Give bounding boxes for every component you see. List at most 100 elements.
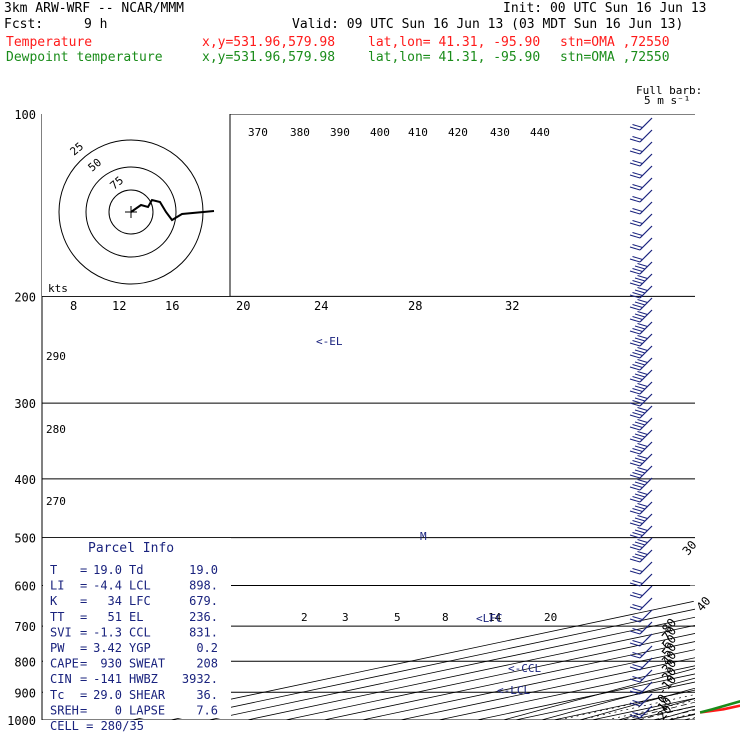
wind-barb-flag xyxy=(629,498,641,503)
moist-adiabat-label: 28 xyxy=(408,299,422,313)
wind-barb xyxy=(639,237,653,251)
wind-barb-flag xyxy=(634,301,646,306)
wind-barb xyxy=(639,369,653,383)
temp-axis-label: 30 xyxy=(680,538,700,558)
wind-barb-flag xyxy=(637,359,648,363)
wind-barb-flag xyxy=(629,642,641,647)
wind-barb xyxy=(639,657,653,671)
wind-barb-flag xyxy=(632,376,643,380)
wind-barb xyxy=(639,525,653,539)
parcel-value: 0.2 xyxy=(196,641,218,655)
parcel-key: LI xyxy=(50,579,64,593)
theta-label: 270 xyxy=(46,495,66,508)
temp-axis-label: 40 xyxy=(694,594,714,614)
wind-barb-flag xyxy=(632,316,643,320)
wind-barb-flag xyxy=(629,282,641,287)
wind-barb xyxy=(639,129,653,143)
wind-barb-flag xyxy=(634,541,646,546)
wind-barb-flag xyxy=(634,517,646,522)
wind-barb-flag xyxy=(632,208,643,212)
theta-label: 390 xyxy=(330,126,350,139)
parcel-key: LFC xyxy=(129,594,151,608)
wind-barb-flag xyxy=(634,373,646,378)
wind-barb-flag xyxy=(634,469,646,474)
wind-barb-flag xyxy=(629,234,641,239)
parcel-key: K xyxy=(50,594,58,608)
parcel-eq: = xyxy=(80,641,87,655)
wind-barb-flag xyxy=(629,366,641,371)
moist-adiabat xyxy=(699,296,740,720)
parcel-key: Td xyxy=(129,563,143,577)
wind-barb-flag xyxy=(632,388,643,392)
wind-barb-flag xyxy=(629,510,641,515)
wind-barb xyxy=(639,117,653,131)
wind-barb xyxy=(639,477,653,491)
wind-barb-flag xyxy=(637,287,648,291)
parcel-key: Tc xyxy=(50,688,64,702)
barb-legend-title: Full barb: xyxy=(636,84,702,97)
wind-barb-flag xyxy=(634,529,646,534)
dewpoint-xy: x,y=531.96,579.98 xyxy=(202,50,336,65)
wind-barb-flag xyxy=(634,325,646,330)
parcel-value: 3.42 xyxy=(93,641,122,655)
parcel-key: CAPE xyxy=(50,657,79,671)
dewpoint-line xyxy=(699,700,740,714)
wind-barb-flag xyxy=(637,263,648,267)
wind-barb-flag xyxy=(632,520,643,524)
wind-barb-flag xyxy=(629,330,641,335)
wind-barb-flag xyxy=(629,390,641,395)
wind-barb-flag xyxy=(632,496,643,500)
wind-barb-flag xyxy=(632,472,643,476)
wind-barb-flag xyxy=(632,628,643,632)
parcel-key: LCL xyxy=(129,579,151,593)
mixing-ratio-label: 2 xyxy=(301,611,308,624)
wind-barb-flag xyxy=(629,186,641,191)
hodograph-speed-label: kts xyxy=(48,282,68,295)
wind-barb-flag xyxy=(637,539,648,543)
parcel-cell: CELL = 280/35 xyxy=(50,719,144,733)
wind-barb-flag xyxy=(629,258,641,263)
wind-barb-flag xyxy=(629,582,641,587)
level-annotation: <LFC xyxy=(476,612,503,625)
mixing-ratio-label: 14 xyxy=(488,611,502,624)
theta-label: 430 xyxy=(490,126,510,139)
barb-legend-units: 5 m s⁻¹ xyxy=(644,94,690,107)
parcel-value: 51 xyxy=(108,610,122,624)
wind-barb-flag xyxy=(637,419,648,423)
dry-adiabat xyxy=(694,114,695,720)
moist-adiabat xyxy=(637,296,695,720)
wind-barb-flag xyxy=(632,532,643,536)
wind-barb xyxy=(639,705,653,719)
wind-barb xyxy=(639,429,653,443)
wind-barb-flag xyxy=(629,342,641,347)
wind-barb-flag xyxy=(634,493,646,498)
wind-barb xyxy=(639,537,653,551)
moist-adiabat-label: 8 xyxy=(70,299,77,313)
wind-barb-flag xyxy=(632,688,643,692)
moist-adiabat xyxy=(668,296,695,720)
dry-adiabat xyxy=(503,114,695,720)
wind-barb-flag xyxy=(637,275,648,279)
theta-label: 440 xyxy=(530,126,550,139)
wind-barb-flag xyxy=(629,210,641,215)
wind-barb xyxy=(639,513,653,527)
isotherm-line xyxy=(208,114,695,720)
wind-barb-flag xyxy=(632,580,643,584)
wind-barb-flag xyxy=(629,306,641,311)
wind-barb-flag xyxy=(629,486,641,491)
wind-barb-flag xyxy=(629,534,641,539)
wind-barb-flag xyxy=(637,491,648,495)
wind-barb-flag xyxy=(629,414,641,419)
wind-barb xyxy=(639,273,653,287)
fcst-label: Fcst: xyxy=(4,17,44,32)
parcel-key: YGP xyxy=(129,641,151,655)
wind-barbs: Full barb:5 m s⁻¹ xyxy=(629,84,702,719)
parcel-value: 7.6 xyxy=(196,703,218,717)
parcel-eq: = xyxy=(80,657,87,671)
wind-barb-flag xyxy=(632,424,643,428)
parcel-eq: = xyxy=(80,594,87,608)
wind-barb-flag xyxy=(637,323,648,327)
parcel-key: LAPSE xyxy=(129,703,165,717)
parcel-value: 36. xyxy=(196,688,218,702)
